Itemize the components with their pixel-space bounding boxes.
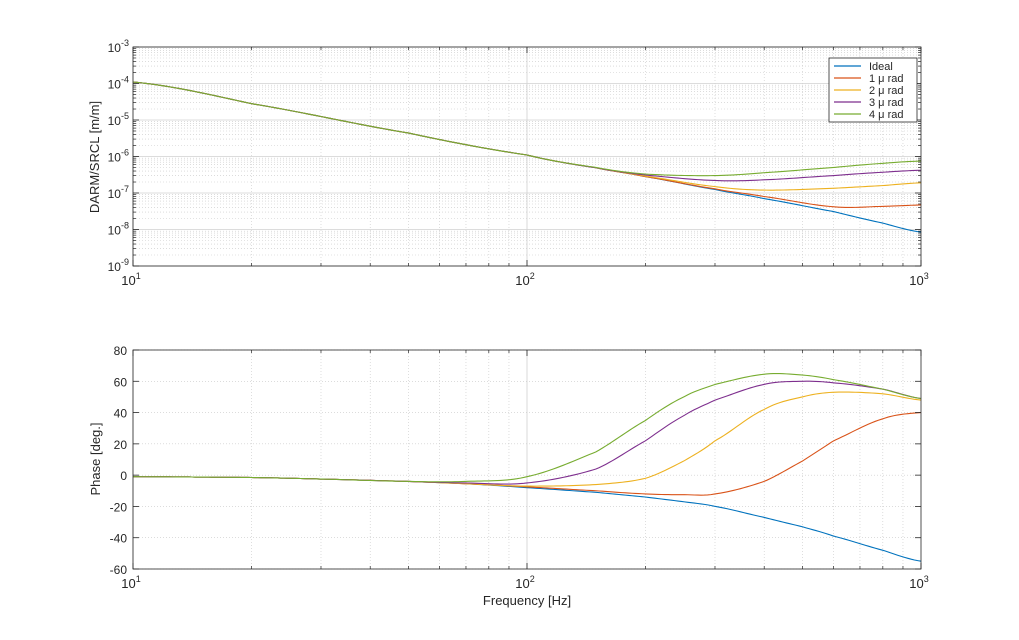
series-line-4-urad [132, 81, 922, 177]
y-tick-label: 10-8 [108, 221, 129, 238]
y-tick-label: 20 [114, 438, 128, 452]
y-tick-label: 10-5 [108, 111, 129, 128]
y-tick-label: 10-9 [108, 257, 129, 274]
x-tick-label: 101 [121, 271, 140, 288]
legend-label: 2 μ rad [869, 85, 903, 97]
frequency-x-axis-label: Frequency [Hz] [483, 593, 571, 608]
y-tick-label: 10-4 [108, 75, 129, 92]
phase-series [132, 372, 922, 562]
y-tick-label: -20 [110, 500, 128, 514]
y-tick-label: 0 [120, 469, 127, 483]
y-tick-label: 10-3 [108, 38, 129, 55]
magnitude-ticks: 101 102 103 10-9 10-8 10-7 10-6 10-5 10-4 10-3 [108, 38, 929, 288]
series-line-4-urad [132, 372, 922, 483]
y-tick-label: 60 [114, 375, 128, 389]
y-tick-label: 40 [114, 407, 128, 421]
x-tick-label: 102 [515, 271, 534, 288]
x-tick-label: 103 [909, 574, 928, 591]
y-tick-label: -40 [110, 532, 128, 546]
y-tick-label: 80 [114, 344, 128, 358]
y-tick-label: 10-7 [108, 184, 129, 201]
legend-label: 1 μ rad [869, 73, 903, 85]
magnitude-plot: 101 102 103 10-9 10-8 10-7 10-6 10-5 10-4 10-3 DA… [87, 38, 929, 288]
phase-ticks: 101 102 103 -60 -40 -20 0 20 40 60 80 [110, 344, 929, 591]
y-tick-label: -60 [110, 563, 128, 577]
magnitude-y-axis-label: DARM/SRCL [m/m] [87, 101, 102, 213]
phase-plot: 101 102 103 -60 -40 -20 0 20 40 60 80 Phase [deg.]… [88, 344, 929, 608]
magnitude-grid [132, 46, 921, 267]
magnitude-series [132, 81, 922, 233]
x-tick-label: 101 [121, 574, 140, 591]
x-tick-label: 103 [909, 271, 928, 288]
y-tick-label: 10-6 [108, 148, 129, 165]
legend-label: Ideal [869, 61, 893, 73]
legend-label: 3 μ rad [869, 97, 903, 109]
x-tick-label: 102 [515, 574, 534, 591]
legend-label: 4 μ rad [869, 109, 903, 121]
phase-y-axis-label: Phase [deg.] [88, 423, 103, 496]
